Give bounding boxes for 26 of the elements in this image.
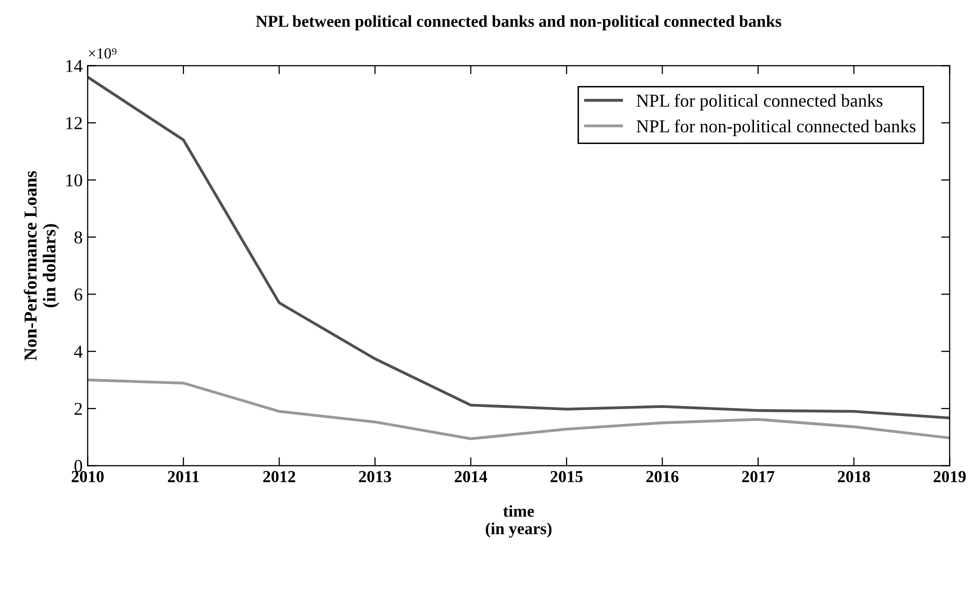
x-tick-label: 2012 <box>263 471 296 482</box>
x-tick-label: 2019 <box>934 471 966 482</box>
y-tick-label: 6 <box>74 288 82 301</box>
x-tick-label: 2010 <box>72 471 104 482</box>
x-tick-label: 2016 <box>646 471 678 482</box>
legend-label: NPL for non-political connected banks <box>636 120 916 136</box>
x-tick-label: 2013 <box>359 471 392 482</box>
x-tick-label: 2015 <box>550 471 583 482</box>
y-tick-label: 8 <box>74 231 82 244</box>
line-series <box>88 76 950 420</box>
text: ×10⁹ <box>88 48 116 59</box>
y-tick-label: 12 <box>66 117 82 130</box>
x-axis-title: time (in years) <box>486 505 552 538</box>
line-series <box>88 378 950 440</box>
y-tick-label: 14 <box>66 60 83 72</box>
y-axis-title: Non-Performance Loans (in dollars) <box>24 171 60 360</box>
y-tick-label: 4 <box>74 346 83 358</box>
x-tick-label: 2018 <box>838 471 870 482</box>
x-tick-label: 2014 <box>454 471 488 482</box>
x-tick-label: 2011 <box>168 471 199 482</box>
y-tick-label: 2 <box>74 402 82 415</box>
y-tick-label: 0 <box>74 460 82 472</box>
x-tick-label: 2017 <box>742 471 774 482</box>
chart-title: NPL between political connected banks and non-political connected banks <box>256 15 782 30</box>
y-tick-label: 10 <box>66 174 82 186</box>
legend-label: NPL for political connected banks <box>636 94 882 110</box>
